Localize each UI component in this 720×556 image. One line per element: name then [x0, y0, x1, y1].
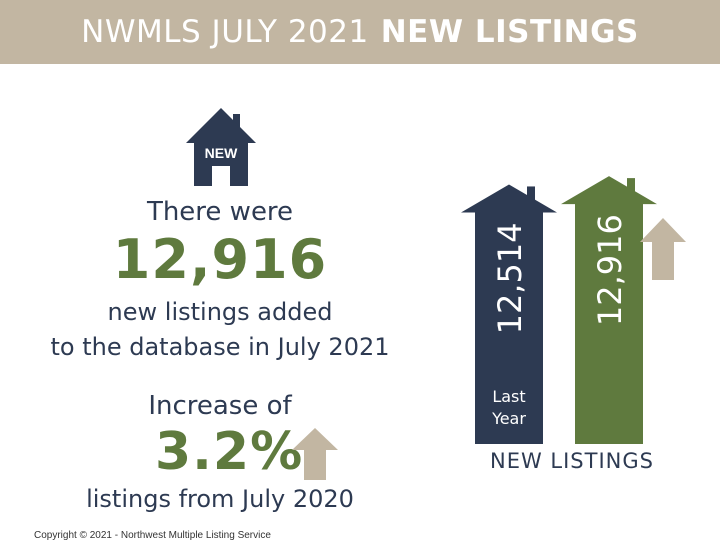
increase-arrow-icon	[640, 218, 686, 280]
new-listings-count: 12,916	[112, 228, 328, 291]
increase-value: 3.2%	[155, 422, 304, 482]
bar-category-label: Last	[492, 387, 525, 406]
header-title-light: NWMLS JULY 2021	[81, 14, 369, 50]
copyright-text: Copyright © 2021 - Northwest Multiple Li…	[34, 530, 271, 541]
header-banner: NWMLS JULY 2021 NEW LISTINGS	[0, 0, 720, 64]
bar-chimney	[527, 186, 535, 201]
bar-chimney	[627, 178, 635, 193]
up-arrow-icon	[292, 428, 338, 480]
header-title-bold: NEW LISTINGS	[380, 14, 639, 50]
bar-2: 12,916	[561, 176, 657, 444]
listings-chart: 12,514 Last Year 12,916	[461, 176, 686, 444]
house-icon-label: NEW	[205, 145, 238, 161]
description-line-1: new listings added	[107, 298, 333, 326]
increase-description: listings from July 2020	[86, 485, 354, 513]
bar-value-label: 12,916	[591, 214, 629, 326]
increase-label: Increase of	[148, 391, 292, 421]
chart-title: NEW LISTINGS	[490, 449, 654, 473]
bar-1: 12,514 Last Year	[461, 184, 557, 444]
bar-shape	[561, 176, 657, 444]
bar-shape	[461, 184, 557, 444]
house-icon: NEW	[186, 108, 256, 186]
description-line-2: to the database in July 2021	[50, 333, 390, 361]
bar-category-label: Year	[491, 409, 526, 428]
bar-value-label: 12,514	[491, 222, 529, 334]
there-were-text: There were	[146, 197, 294, 227]
